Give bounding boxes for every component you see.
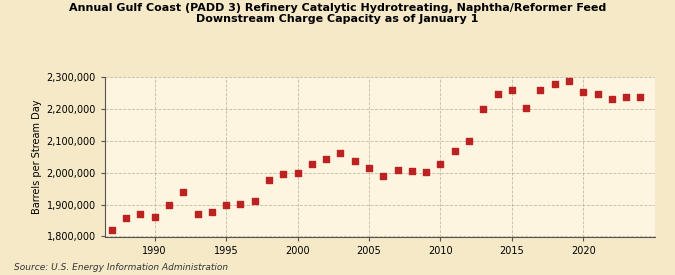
Point [578, 90, 589, 95]
Point [221, 202, 232, 207]
Point [520, 106, 531, 111]
Point [464, 139, 475, 144]
Point [349, 158, 360, 163]
Point [492, 91, 503, 96]
Point [163, 202, 174, 207]
Point [435, 162, 446, 166]
Point [149, 214, 160, 219]
Point [207, 210, 217, 214]
Point [378, 174, 389, 178]
Y-axis label: Barrels per Stream Day: Barrels per Stream Day [32, 100, 42, 214]
Point [606, 97, 617, 101]
Point [635, 95, 646, 99]
Point [178, 190, 188, 195]
Point [421, 170, 431, 175]
Point [564, 79, 574, 83]
Point [592, 91, 603, 96]
Text: Source: U.S. Energy Information Administration: Source: U.S. Energy Information Administ… [14, 263, 227, 272]
Point [121, 216, 132, 220]
Point [306, 162, 317, 166]
Point [478, 107, 489, 111]
Point [535, 88, 546, 93]
Point [249, 199, 260, 203]
Point [278, 172, 289, 176]
Point [321, 156, 331, 161]
Text: Annual Gulf Coast (PADD 3) Refinery Catalytic Hydrotreating, Naphtha/Reformer Fe: Annual Gulf Coast (PADD 3) Refinery Cata… [69, 3, 606, 24]
Point [506, 88, 517, 93]
Point [549, 82, 560, 86]
Point [135, 212, 146, 216]
Point [235, 202, 246, 206]
Point [450, 149, 460, 153]
Point [263, 178, 274, 182]
Point [392, 168, 403, 172]
Point [292, 170, 303, 175]
Point [192, 211, 203, 216]
Point [621, 95, 632, 99]
Point [364, 165, 375, 170]
Point [107, 228, 117, 232]
Point [406, 169, 417, 174]
Point [335, 151, 346, 155]
